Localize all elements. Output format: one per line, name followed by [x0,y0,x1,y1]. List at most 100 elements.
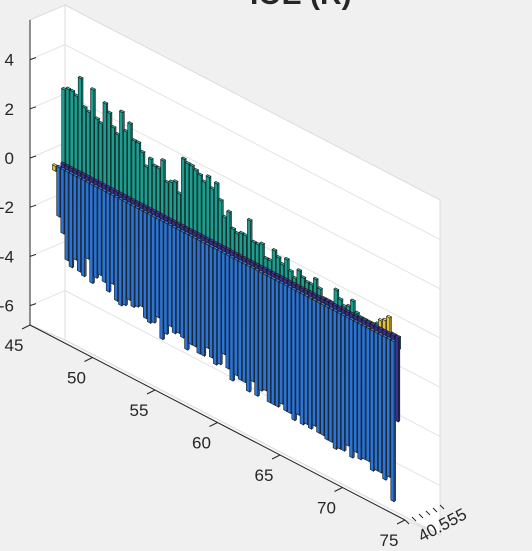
bar-front-face [168,180,173,221]
bar [230,226,237,253]
bar-top-face [233,256,240,261]
bar-front-face [386,337,391,478]
bar-front-face [247,218,251,262]
bar-top-face [266,268,273,273]
bar-front-face [221,251,226,356]
bar-top-face [274,272,281,277]
bar-front-face [176,192,181,225]
bar-top-face [369,322,376,326]
bar-front-face [167,223,172,328]
bar-top-face [365,320,372,324]
bar-top-face [94,116,101,120]
bar-front-face [82,106,86,176]
bar-top-face [283,282,289,287]
bar-front-face [234,232,239,255]
x-tick-label: 60 [192,434,211,453]
bar-top-face [197,172,204,177]
bar-top-face [275,254,282,259]
bar-top-face [340,312,347,317]
bar-series-0 [61,75,402,361]
bar-front-face [60,167,65,235]
bar-top-face [196,237,203,242]
bar-front-face [353,320,358,454]
bar-front-face [106,111,111,188]
tick-mark [29,155,37,159]
bar-front-face [127,122,132,199]
bar-top-face [200,239,207,244]
bar-front-face [147,213,151,324]
bar-top-face [146,211,153,216]
bar-top-face [229,254,236,259]
bar-top-face [230,226,237,231]
z-tick-label: 2 [5,100,14,119]
bar-top-face [102,100,109,105]
bar-front-face [98,122,103,184]
bar-top-face [171,224,178,229]
bar-top-face [340,307,347,311]
bar [300,275,307,289]
bar-top-face [113,189,120,193]
bar-top-face [390,332,397,337]
bar-top-face [349,317,355,321]
bar-top-face [159,218,166,222]
bar-front-face [283,283,288,413]
bar-top-face [138,207,145,212]
bar-front-face [284,257,289,281]
bar-top-face [349,311,355,316]
bar-front-face [229,255,234,382]
bar-side-face [397,336,401,423]
tick-mark [271,454,281,460]
bar-front-face [242,234,247,259]
bar-top-face [241,261,248,265]
bar-front-face [390,339,395,503]
bar-front-face [81,178,85,278]
bar-top-face [278,275,285,279]
bar-top-face [163,214,170,219]
bar-top-face [118,191,124,195]
bar-top-face [250,265,256,270]
bar-front-face [214,181,218,244]
bar-top-face [337,297,344,301]
bar-top-face [126,201,133,205]
bar-top-face [353,319,360,323]
bar-top-face [303,287,310,292]
bar-series-2 [56,164,397,503]
tick-mark [84,357,93,362]
bar-top-face [274,278,281,283]
bar-top-face [93,184,100,188]
bar-front-face [205,175,210,240]
bar-front-face [189,164,194,231]
bar-top-face [357,321,364,325]
bar [89,181,96,285]
bar-front-face [316,300,321,434]
bar-top-face [122,199,129,203]
bar-top-face [139,149,146,154]
bar-front-face [365,326,370,463]
bar-top-face [271,247,278,252]
bar-top-face [81,104,88,109]
bar-top-face [226,209,233,214]
bar-front-face [251,240,256,264]
bar-top-face [51,163,58,167]
bar-front-face [270,277,275,406]
bar-top-face [259,241,266,246]
bar-top-face [171,219,178,223]
bar-top-face [89,181,96,186]
bar-top-face [106,110,113,115]
bar-top-face [72,167,79,172]
bar-top-face [142,209,149,214]
bar-front-face [209,187,214,242]
bar-top-face [122,193,129,198]
bar-front-face [382,335,387,481]
bar-top-face [68,165,75,170]
bar-top-face [101,182,108,187]
bar-top-face [233,251,240,256]
z-tick-label: 4 [5,51,14,70]
bar-top-face [179,223,186,228]
bar-front-face [77,176,81,273]
bar-front-face [188,234,193,346]
bar-front-face [171,225,176,335]
bar-front-face [93,185,98,279]
bar-front-face [119,110,124,195]
bar-top-face [373,324,380,328]
